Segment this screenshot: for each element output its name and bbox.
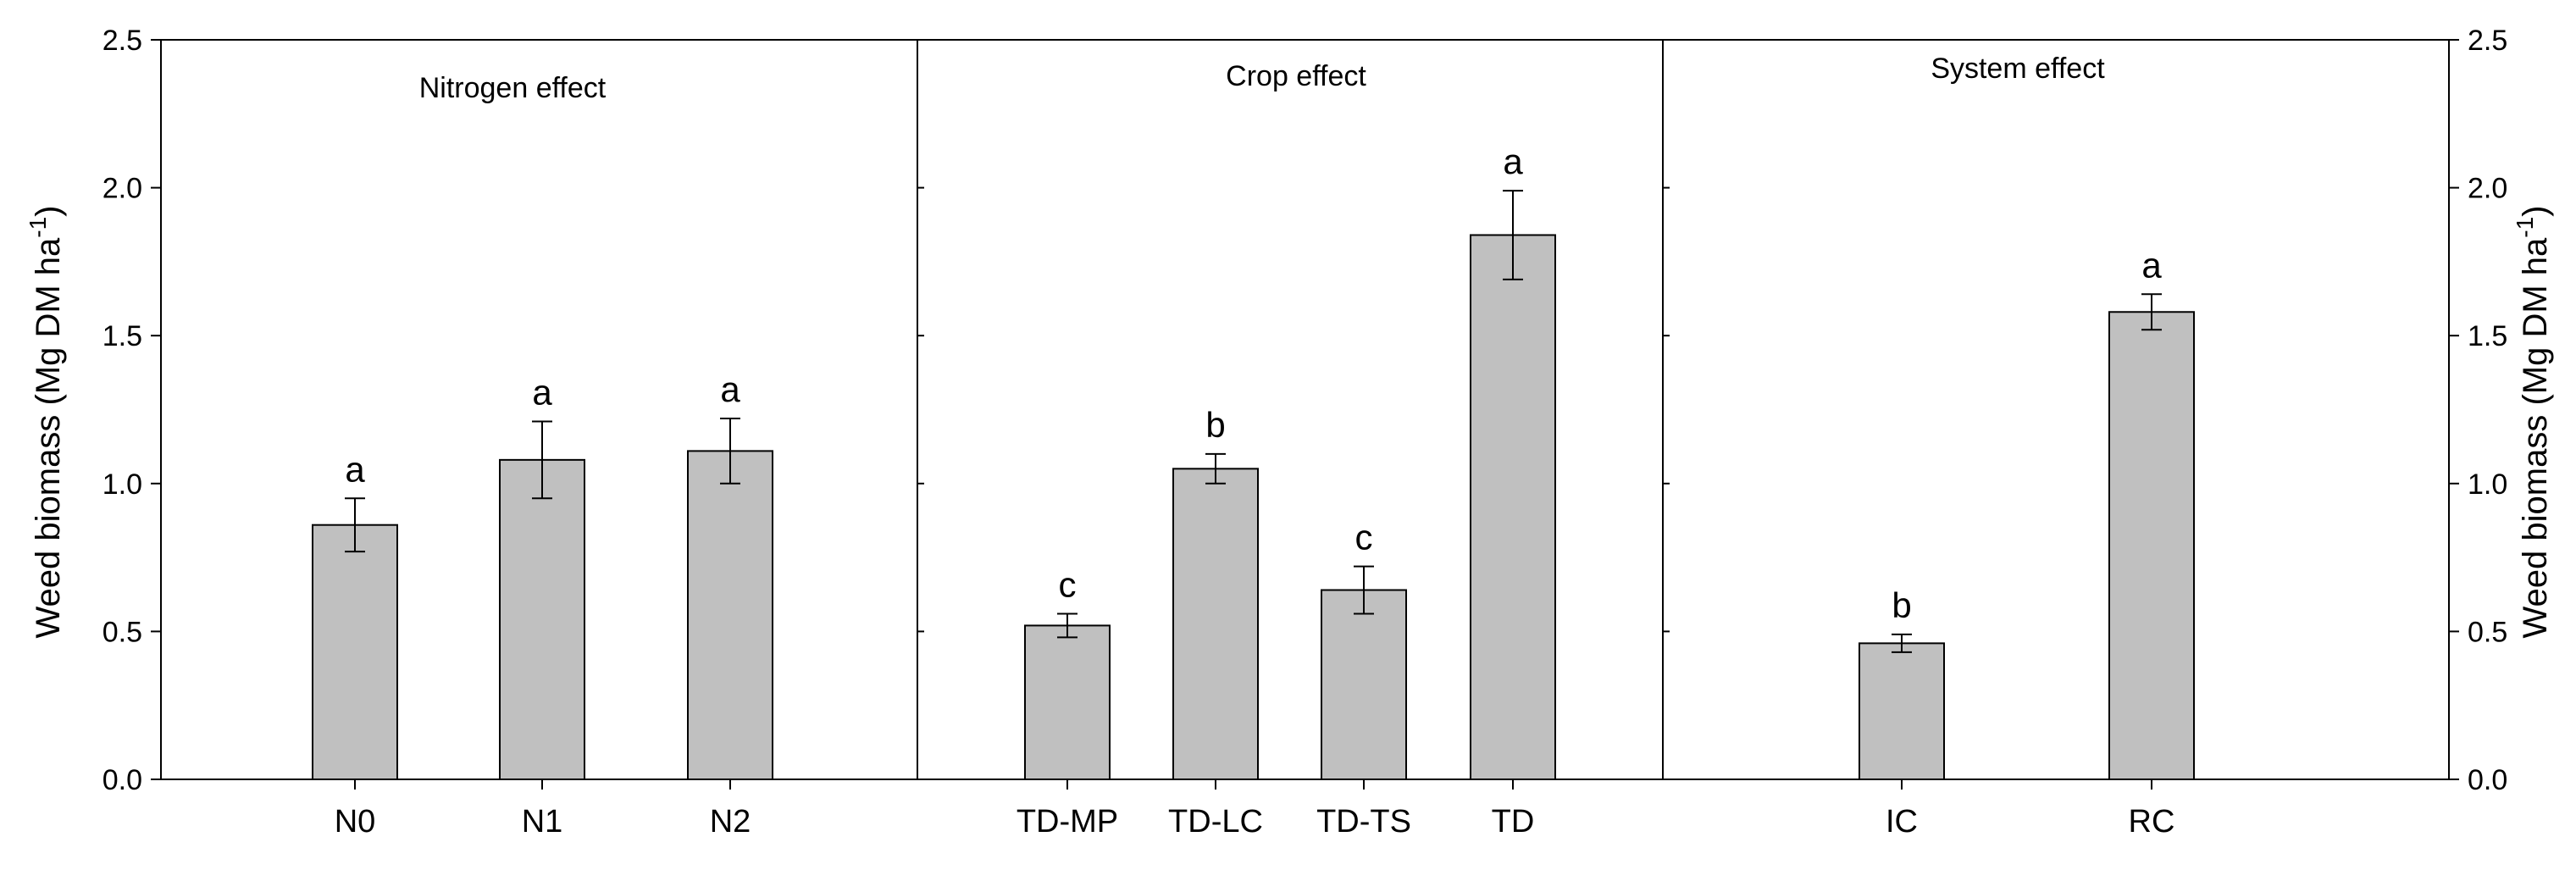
significance-letter: b (1205, 405, 1225, 445)
y-tick-label-right: 2.0 (2468, 173, 2507, 205)
plot-frame (160, 39, 2450, 780)
y-tick-label-right: 1.5 (2468, 320, 2507, 352)
y-tick-label-right: 1.0 (2468, 468, 2507, 501)
significance-letter: b (1892, 585, 1911, 625)
x-tick-label: N1 (522, 804, 563, 840)
x-tick-label: TD (1492, 804, 1535, 840)
x-tick-label: TD-TS (1316, 804, 1411, 840)
y-axis-left: 0.0 0.5 1.0 1.5 2.0 2.5 (102, 25, 161, 796)
bar (687, 450, 773, 780)
bar (2108, 311, 2195, 781)
bar (1859, 642, 1945, 780)
y-axis-right: 0.0 0.5 1.0 1.5 2.0 2.5 (2449, 25, 2507, 796)
significance-letter: a (1503, 141, 1523, 181)
x-tick-label: TD-MP (1017, 804, 1118, 840)
bar (312, 524, 398, 780)
y-axis-title-left-sup: -1 (25, 217, 51, 238)
bar (1321, 589, 1407, 781)
bar (499, 458, 585, 780)
panel-title: System effect (1931, 53, 2105, 85)
y-tick-label-right: 2.5 (2468, 25, 2507, 57)
panels: Nitrogen effect a N0 a N1 a N2 Crop effect c TD-M… (312, 53, 2195, 840)
y-tick-label-left: 1.0 (102, 468, 142, 501)
x-tick-label: IC (1886, 804, 1918, 840)
x-tick-label: TD-LC (1168, 804, 1263, 840)
x-tick-label: N0 (335, 804, 376, 840)
y-tick-label-left: 1.5 (102, 320, 142, 352)
x-tick-label: N2 (710, 804, 751, 840)
significance-letter: a (720, 369, 740, 409)
panel-2: Crop effect c TD-MP b TD-LC c TD-TS a TD (1017, 60, 1556, 840)
significance-letter: a (345, 449, 365, 489)
y-tick-label-left: 0.0 (102, 764, 142, 796)
y-tick-label-right: 0.5 (2468, 616, 2507, 648)
y-tick-label-left: 0.5 (102, 616, 142, 648)
y-axis-title-right-main: Weed biomass (Mg DM ha (2517, 237, 2554, 639)
y-axis-title-right-sup: -1 (2512, 217, 2538, 238)
y-axis-title-left: Weed biomass (Mg DM ha-1) (25, 206, 67, 639)
y-axis-title-left-close: ) (30, 206, 67, 217)
bar (1172, 468, 1259, 781)
bar (1024, 624, 1111, 781)
bar (1470, 234, 1556, 780)
y-tick-label-right: 0.0 (2468, 764, 2507, 796)
panel-1: Nitrogen effect a N0 a N1 a N2 (312, 72, 773, 840)
significance-letter: c (1355, 518, 1373, 557)
panel-title: Nitrogen effect (419, 72, 607, 104)
x-tick-label: RC (2129, 804, 2175, 840)
y-tick-label-left: 2.0 (102, 173, 142, 205)
y-axis-title-left-main: Weed biomass (Mg DM ha (30, 237, 67, 639)
plot-border (160, 39, 2450, 780)
y-axis-title-right: Weed biomass (Mg DM ha-1) (2512, 206, 2554, 639)
significance-letter: c (1059, 564, 1077, 604)
significance-letter: a (2141, 245, 2162, 285)
panel-3: System effect b IC a RC (1859, 53, 2195, 840)
significance-letter: a (532, 372, 552, 412)
y-tick-label-left: 2.5 (102, 25, 142, 57)
y-axis-title-right-close: ) (2517, 206, 2554, 217)
panel-title: Crop effect (1226, 60, 1366, 92)
